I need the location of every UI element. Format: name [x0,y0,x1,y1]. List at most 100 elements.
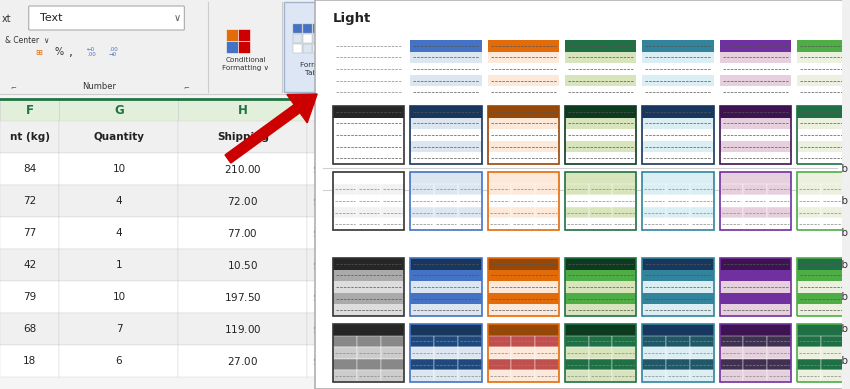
Bar [0,313,60,345]
Bar [0,217,60,249]
Bar [411,86,482,98]
Bar [565,106,637,164]
Bar [613,347,637,359]
Bar [720,347,743,359]
Text: eb: eb [836,196,848,206]
Bar [307,121,387,153]
Bar [411,293,482,305]
Text: ✏: ✏ [321,38,331,48]
Bar [0,345,60,377]
Bar [720,52,790,63]
Bar [643,336,666,347]
Bar [293,34,303,43]
Bar [226,29,238,41]
Bar [411,258,482,316]
Text: $: $ [312,292,319,302]
Bar [411,336,434,347]
Bar [589,336,613,347]
Bar [565,184,589,195]
Bar [488,129,559,141]
Bar [411,195,434,207]
Bar [411,152,482,164]
Bar [0,185,60,217]
Bar [411,184,434,195]
Bar [512,359,536,370]
Bar [565,195,589,207]
Bar [488,172,559,230]
Bar [303,34,312,43]
Bar [820,218,844,230]
Text: ^: ^ [649,13,655,19]
Bar [565,129,637,141]
Bar [643,207,666,218]
Text: 4: 4 [116,228,122,238]
Bar [589,347,613,359]
Bar [644,1,660,92]
Bar [720,359,743,370]
Bar [488,106,559,117]
Bar [720,106,790,117]
Bar [589,218,613,230]
Bar [565,218,589,230]
Text: Conditional
Formatting ∨: Conditional Formatting ∨ [223,57,269,71]
Bar [488,293,559,305]
Bar [643,75,714,86]
Text: $   77.00  $: $ 77.00 $ [228,227,258,239]
Bar [690,218,714,230]
Bar [767,347,791,359]
Bar [411,63,482,75]
Bar [357,49,444,89]
Bar [536,347,559,359]
Bar [411,370,434,382]
Bar [488,305,559,316]
Bar [844,184,850,195]
Bar [434,184,458,195]
Bar [565,347,589,359]
Bar [488,258,559,316]
Bar [488,195,512,207]
Bar [565,172,637,230]
Bar [666,347,690,359]
Bar [820,195,844,207]
Bar [60,99,178,121]
Bar [720,305,790,316]
Bar [720,141,790,152]
Bar [411,258,482,270]
Bar [694,6,740,54]
Text: $   10.50  $: $ 10.50 $ [227,259,258,271]
Bar [488,370,512,382]
Bar [307,345,387,377]
Bar [381,195,405,207]
Bar [743,218,767,230]
Text: Form: Form [809,61,830,70]
Bar [333,195,357,207]
Bar [643,63,714,75]
Bar [411,106,482,117]
Bar [293,44,303,53]
Text: ⌐: ⌐ [184,85,190,91]
Bar [178,121,307,153]
Bar [643,141,714,152]
Text: ⊠: ⊠ [814,23,824,37]
Bar [643,347,666,359]
Bar [844,207,850,218]
Bar [210,2,281,92]
Bar [796,336,820,347]
Bar [357,336,381,347]
Bar [796,258,850,270]
Bar [178,153,307,185]
Bar [690,207,714,218]
Bar [315,0,846,389]
Text: $: $ [312,164,319,174]
Bar [796,52,850,63]
Bar [458,184,482,195]
Bar [796,172,850,230]
Bar [690,184,714,195]
FancyBboxPatch shape [29,6,184,30]
Bar [643,258,714,270]
Bar [767,359,791,370]
Bar [333,129,405,141]
Bar [666,359,690,370]
Bar [178,249,307,281]
Bar [690,370,714,382]
